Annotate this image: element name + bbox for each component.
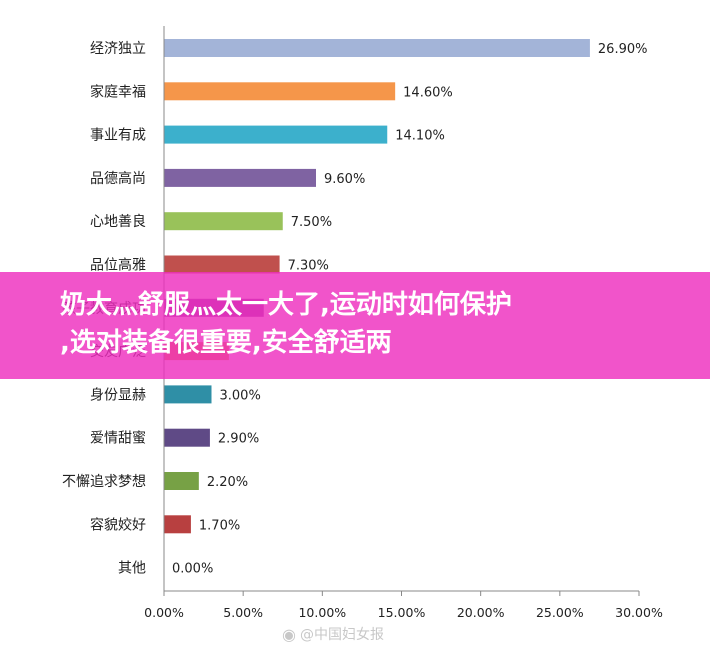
- watermark: ◉ @中国妇女报: [282, 624, 384, 644]
- x-tick-label: 20.00%: [457, 605, 505, 620]
- category-label: 其他: [118, 561, 146, 577]
- bar-11: [164, 472, 199, 490]
- category-label: 品位高雅: [90, 257, 146, 274]
- x-tick-label: 15.00%: [378, 605, 426, 620]
- bar-3: [164, 125, 388, 144]
- value-label: 2.90%: [218, 432, 259, 447]
- bar-5: [164, 212, 283, 231]
- value-label: 0.00%: [172, 562, 213, 577]
- watermark-text: @中国妇女报: [299, 627, 384, 643]
- bar-9: [164, 385, 212, 404]
- category-label: 事业有成: [90, 128, 146, 144]
- weibo-icon: ◉: [282, 624, 296, 644]
- value-label: 3.00%: [220, 388, 261, 403]
- overlay-banner: 奶大灬舒服灬太一大了,运动时如何保护 ,选对装备很重要,安全舒适两: [0, 272, 710, 379]
- bar-4: [164, 168, 316, 187]
- value-label: 14.10%: [395, 129, 445, 144]
- x-tick-label: 0.00%: [144, 605, 184, 620]
- x-tick-label: 25.00%: [536, 605, 584, 620]
- bar-1: [164, 39, 590, 57]
- category-label: 品德高尚: [90, 170, 146, 187]
- value-label: 26.90%: [598, 42, 648, 57]
- value-label: 7.30%: [288, 259, 329, 274]
- category-label: 身份显赫: [90, 387, 146, 403]
- category-label: 爱情甜蜜: [90, 431, 146, 447]
- value-label: 1.70%: [199, 518, 240, 533]
- overlay-line-2: ,选对装备很重要,安全舒适两: [60, 328, 392, 358]
- bar-6: [164, 255, 280, 274]
- x-tick-label: 5.00%: [223, 605, 263, 620]
- category-label: 经济独立: [90, 41, 146, 57]
- category-label: 不懈追求梦想: [62, 473, 146, 490]
- category-label: 容貌姣好: [90, 516, 146, 533]
- value-label: 9.60%: [324, 172, 365, 187]
- bar-12: [164, 515, 191, 534]
- category-label: 心地善良: [90, 214, 146, 230]
- bar-10: [164, 428, 210, 447]
- value-label: 7.50%: [291, 215, 332, 230]
- overlay-line-1: 奶大灬舒服灬太一大了,运动时如何保护: [60, 290, 512, 320]
- x-tick-label: 10.00%: [298, 605, 346, 620]
- value-label: 14.60%: [403, 85, 453, 100]
- bar-2: [164, 82, 396, 101]
- value-label: 2.20%: [207, 475, 248, 490]
- category-label: 家庭幸福: [90, 83, 146, 100]
- x-tick-label: 30.00%: [615, 605, 663, 620]
